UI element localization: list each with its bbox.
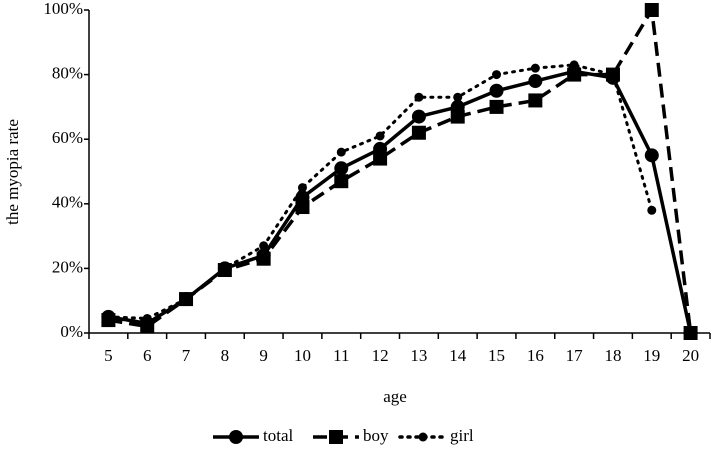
data-point (140, 319, 155, 334)
data-point (647, 205, 657, 215)
data-point (142, 313, 152, 323)
data-point (644, 3, 659, 17)
data-point (608, 70, 618, 80)
data-point (297, 183, 307, 193)
x-tick-label: 19 (643, 346, 660, 365)
data-point (644, 148, 659, 163)
legend-marker (229, 430, 243, 444)
data-point (259, 241, 269, 251)
x-tick-label: 16 (527, 346, 544, 365)
data-point (411, 109, 426, 124)
data-point (220, 263, 230, 273)
data-point (453, 92, 463, 102)
x-tick-label: 7 (182, 346, 191, 365)
y-tick-label: 100% (43, 0, 83, 18)
x-tick-label: 18 (604, 346, 621, 365)
data-point (489, 99, 504, 114)
data-point (567, 67, 582, 82)
data-point (181, 294, 191, 304)
data-point (492, 70, 502, 80)
data-point (103, 312, 113, 322)
x-tick-label: 20 (682, 346, 699, 365)
y-tick-label: 20% (52, 257, 83, 276)
data-point (489, 83, 504, 98)
x-tick-label: 13 (410, 346, 427, 365)
legend-label: total (263, 426, 293, 445)
data-point (528, 93, 543, 108)
x-tick-label: 15 (488, 346, 505, 365)
x-tick-label: 12 (372, 346, 389, 365)
data-point (450, 109, 465, 124)
data-point (336, 147, 346, 157)
series-line (108, 4, 693, 334)
data-point (569, 60, 579, 70)
x-tick-label: 17 (566, 346, 584, 365)
x-tick-label: 9 (259, 346, 268, 365)
y-tick-label: 40% (52, 193, 83, 212)
x-tick-label: 11 (333, 346, 349, 365)
legend-label: boy (363, 426, 389, 445)
data-point (411, 125, 426, 140)
data-point (334, 161, 349, 176)
x-tick-label: 8 (221, 346, 230, 365)
x-tick-label: 6 (143, 346, 152, 365)
y-axis-label: the myopia rate (3, 119, 22, 225)
legend-marker (418, 432, 428, 442)
data-point (528, 74, 543, 89)
x-tick-label: 14 (449, 346, 467, 365)
data-point (683, 326, 698, 340)
x-tick-label: 10 (294, 346, 311, 365)
legend-marker (329, 430, 343, 444)
data-point (373, 151, 388, 166)
y-tick-label: 80% (52, 64, 83, 83)
series-line (106, 63, 654, 320)
data-point (256, 251, 271, 266)
y-tick-label: 60% (52, 128, 83, 147)
y-tick-label: 0% (60, 322, 83, 341)
data-point (295, 200, 310, 215)
x-tick-label: 5 (104, 346, 113, 365)
data-point (530, 63, 540, 73)
data-point (375, 131, 385, 141)
x-axis-label: age (383, 387, 407, 406)
data-point (334, 174, 349, 189)
data-point (414, 92, 424, 102)
legend-label: girl (450, 426, 474, 445)
